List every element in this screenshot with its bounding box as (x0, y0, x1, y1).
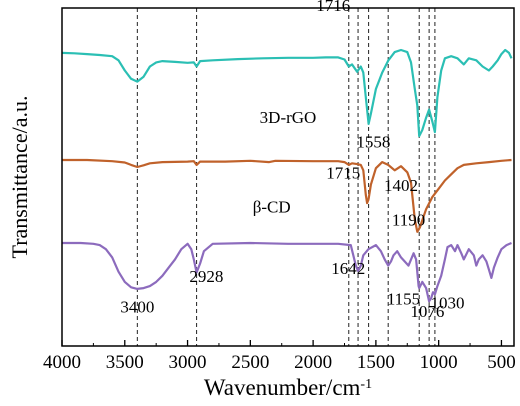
annotation-label: 1558 (356, 133, 390, 152)
x-tick-label: 1000 (420, 352, 458, 373)
x-tick-label: 3500 (106, 352, 144, 373)
annotation-label: 1716 (316, 0, 350, 15)
annotation-label: 1402 (384, 176, 418, 195)
series-line-1 (61, 48, 513, 138)
annotation-label: 1030 (430, 294, 464, 313)
spectra (61, 48, 513, 303)
annotation-label: 3400 (120, 298, 154, 317)
x-tick-label: 1500 (357, 352, 395, 373)
x-axis-label-text: Wavenumber/cm (204, 375, 361, 400)
x-axis-ticks: 4000 3500 3000 2500 2000 1500 1000 500 (43, 340, 516, 373)
annotation-label: 1190 (392, 211, 425, 230)
x-axis-label: Wavenumber/cm-1 (204, 375, 372, 400)
x-tick-label: 3000 (169, 352, 207, 373)
series-line-2 (62, 158, 512, 233)
x-tick-label: 4000 (43, 352, 81, 373)
y-axis-label: Transmittance/a.u. (7, 96, 32, 259)
annotations: 3D-rGO/β-CD171615583D-rGO171514021190β-C… (120, 0, 464, 321)
plot-frame (61, 7, 515, 347)
reference-lines (136, 8, 436, 346)
annotation-label: 1715 (326, 163, 360, 182)
annotation-label: 1642 (331, 259, 365, 278)
x-axis-label-sup: -1 (360, 377, 372, 392)
x-tick-label: 500 (487, 352, 516, 373)
series-line-3 (62, 241, 512, 303)
annotation-label: 1155 (387, 290, 420, 309)
annotation-label: 3D-rGO (260, 108, 317, 127)
annotation-label: β-CD (253, 197, 291, 216)
x-tick-label: 2000 (294, 352, 332, 373)
annotation-label: 1076 (410, 302, 444, 321)
x-tick-label: 2500 (231, 352, 269, 373)
annotation-label: 2928 (189, 267, 223, 286)
